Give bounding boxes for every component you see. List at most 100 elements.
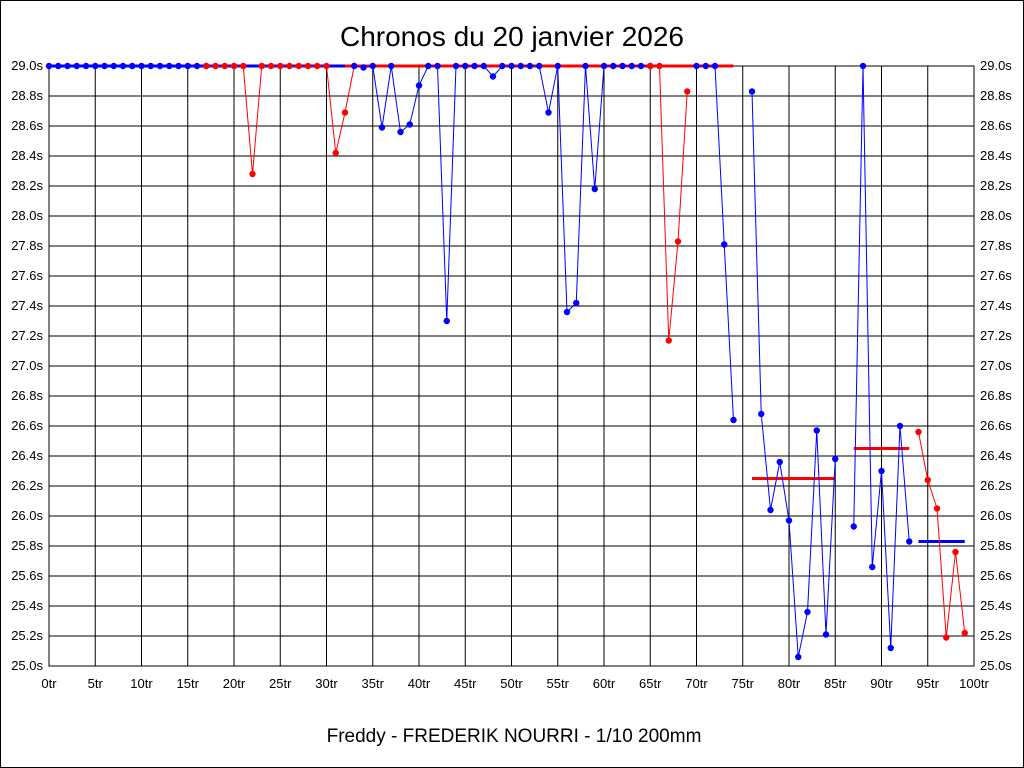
data-point [536, 62, 543, 70]
data-point [952, 548, 959, 556]
y-tick-label-left: 25.4s [11, 598, 43, 613]
data-point [822, 631, 830, 638]
data-point [64, 62, 71, 70]
data-point [480, 62, 487, 70]
y-tick-label-left: 28.8s [11, 88, 43, 103]
data-point [591, 185, 598, 193]
data-point [369, 62, 376, 70]
y-tick-label-right: 28.6s [980, 118, 1012, 133]
series-points [45, 62, 968, 661]
data-point [508, 62, 515, 70]
y-tick-label-left: 25.6s [11, 568, 43, 583]
data-point [434, 62, 441, 70]
y-tick-label-left: 28.0s [11, 208, 43, 223]
data-point [175, 62, 182, 70]
data-point [295, 62, 302, 70]
data-point [332, 149, 339, 157]
y-tick-label-right: 25.2s [980, 628, 1012, 643]
data-point [360, 64, 367, 71]
y-tick-label-right: 27.4s [980, 298, 1012, 313]
data-point [499, 62, 506, 70]
y-tick-label-right: 26.6s [980, 418, 1012, 433]
x-tick-label: 75tr [732, 676, 755, 691]
data-point [277, 62, 284, 70]
x-tick-label: 60tr [593, 676, 616, 691]
data-point [286, 62, 293, 70]
y-tick-label-left: 26.0s [11, 508, 43, 523]
data-point [341, 109, 349, 116]
y-tick-label-right: 25.6s [980, 568, 1012, 583]
y-tick-label-right: 25.0s [980, 658, 1012, 673]
data-point [563, 308, 571, 316]
data-point [267, 62, 275, 70]
y-tick-label-right: 27.0s [980, 358, 1012, 373]
data-point [758, 410, 765, 418]
data-point [452, 62, 460, 70]
x-tick-label: 95tr [917, 676, 940, 691]
y-tick-label-right: 26.0s [980, 508, 1012, 523]
data-point [896, 422, 904, 430]
data-point [489, 73, 497, 80]
data-point [582, 62, 589, 70]
data-point [711, 62, 719, 70]
data-point [647, 62, 654, 70]
y-tick-label-right: 28.2s [980, 178, 1012, 193]
data-point [776, 458, 783, 466]
data-point [748, 88, 756, 95]
series-line [918, 431, 966, 638]
data-point [55, 62, 62, 70]
data-point [730, 416, 737, 424]
grid [48, 65, 975, 667]
x-tick-label: 65tr [639, 676, 662, 691]
data-point [610, 62, 617, 70]
y-tick-label-right: 27.6s [980, 268, 1012, 283]
data-point [425, 62, 432, 70]
data-point [573, 299, 580, 307]
y-tick-label-right: 28.0s [980, 208, 1012, 223]
x-tick-label: 10tr [130, 676, 153, 691]
data-point [45, 62, 53, 70]
data-point [915, 428, 922, 436]
x-tick-label: 40tr [408, 676, 431, 691]
data-point [471, 62, 478, 70]
data-point [82, 62, 90, 70]
y-tick-label-left: 26.6s [11, 418, 43, 433]
data-point [813, 427, 820, 434]
data-point [221, 62, 228, 70]
data-point [637, 62, 645, 70]
y-tick-label-right: 28.4s [980, 148, 1012, 163]
data-point [933, 505, 941, 512]
data-point [388, 62, 395, 70]
y-tick-label-left: 28.6s [11, 118, 43, 133]
data-point [628, 62, 635, 70]
data-point [443, 317, 450, 325]
data-point [193, 62, 201, 70]
series-line [696, 65, 734, 421]
data-point [702, 62, 709, 70]
data-point [462, 62, 469, 70]
x-tick-label: 45tr [454, 676, 477, 691]
data-point [832, 455, 839, 463]
data-point [795, 653, 802, 661]
data-point [323, 62, 330, 70]
data-point [804, 608, 811, 616]
data-point [203, 62, 210, 70]
x-tick-label: 0tr [41, 676, 57, 691]
data-point [674, 238, 682, 245]
y-tick-label-right: 25.8s [980, 538, 1012, 553]
data-point [110, 62, 117, 70]
series-line [650, 65, 688, 341]
x-tick-label: 50tr [500, 676, 523, 691]
y-tick-label-left: 26.2s [11, 478, 43, 493]
data-point [619, 62, 626, 70]
data-point [665, 337, 672, 344]
x-tick-label: 35tr [362, 676, 385, 691]
data-point [924, 476, 931, 484]
data-point [129, 62, 136, 70]
data-point [92, 62, 99, 70]
x-tick-label: 70tr [685, 676, 708, 691]
y-tick-label-left: 27.0s [11, 358, 43, 373]
data-point [656, 62, 663, 70]
data-point [961, 629, 968, 637]
